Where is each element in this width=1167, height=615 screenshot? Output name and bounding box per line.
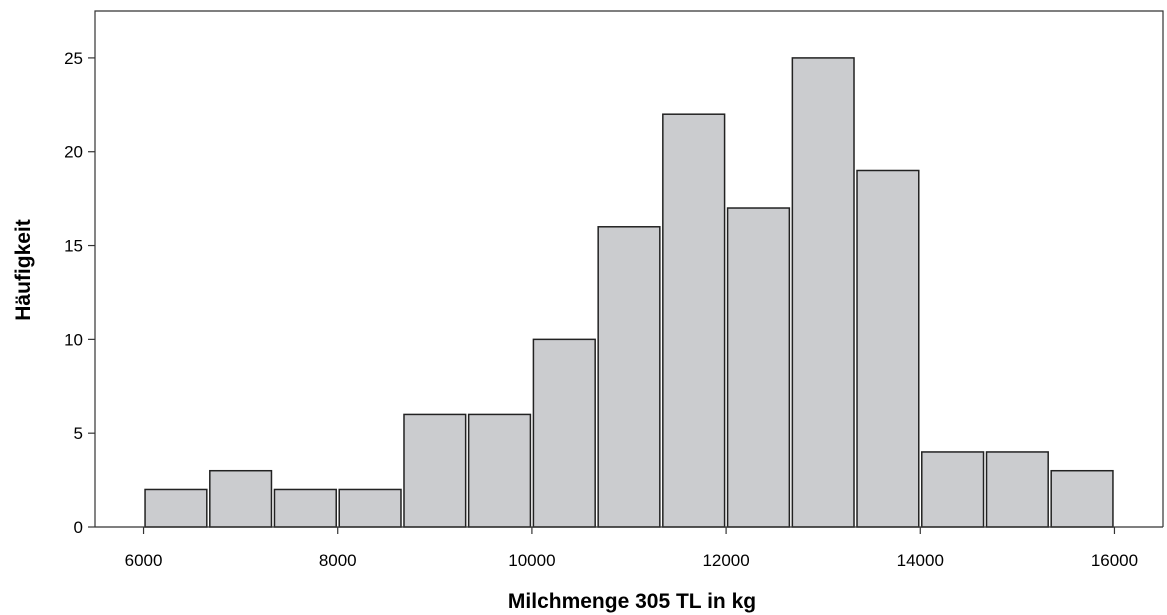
histogram-bar <box>144 488 208 528</box>
plot-frame <box>94 10 1164 528</box>
y-tick-label: 15 <box>64 237 83 256</box>
histogram-bar <box>791 57 855 528</box>
x-tick-label: 10000 <box>508 551 555 570</box>
y-tick-label: 25 <box>64 49 83 68</box>
histogram-bar <box>921 451 985 528</box>
histogram-bar <box>985 451 1049 528</box>
histogram-bar <box>597 226 661 528</box>
x-tick-label: 6000 <box>125 551 163 570</box>
histogram-bar <box>856 169 920 528</box>
histogram-bar <box>467 413 532 528</box>
y-tick-label: 10 <box>64 330 83 349</box>
x-axis-title: Milchmenge 305 TL in kg <box>508 590 756 613</box>
x-axis: 6000 8000 10000 12000 14000 16000 <box>125 527 1138 570</box>
y-tick-label: 20 <box>64 143 83 162</box>
y-tick-label: 5 <box>74 424 83 443</box>
y-axis: 0 5 10 15 20 25 <box>64 49 95 537</box>
histogram-bar <box>726 207 791 528</box>
histogram-bar <box>273 488 337 528</box>
histogram-bar <box>1050 469 1114 528</box>
bars-group <box>144 57 1114 528</box>
y-tick-label: 0 <box>74 518 83 537</box>
y-axis-title: Häufigkeit <box>12 219 35 321</box>
histogram-bar <box>338 488 402 528</box>
x-tick-label: 14000 <box>897 551 944 570</box>
histogram-bar <box>662 113 726 528</box>
histogram-bar <box>403 413 467 528</box>
x-tick-label: 16000 <box>1091 551 1138 570</box>
histogram-bar <box>209 469 273 528</box>
x-tick-label: 12000 <box>702 551 749 570</box>
histogram-bar <box>532 338 596 528</box>
x-tick-label: 8000 <box>319 551 357 570</box>
